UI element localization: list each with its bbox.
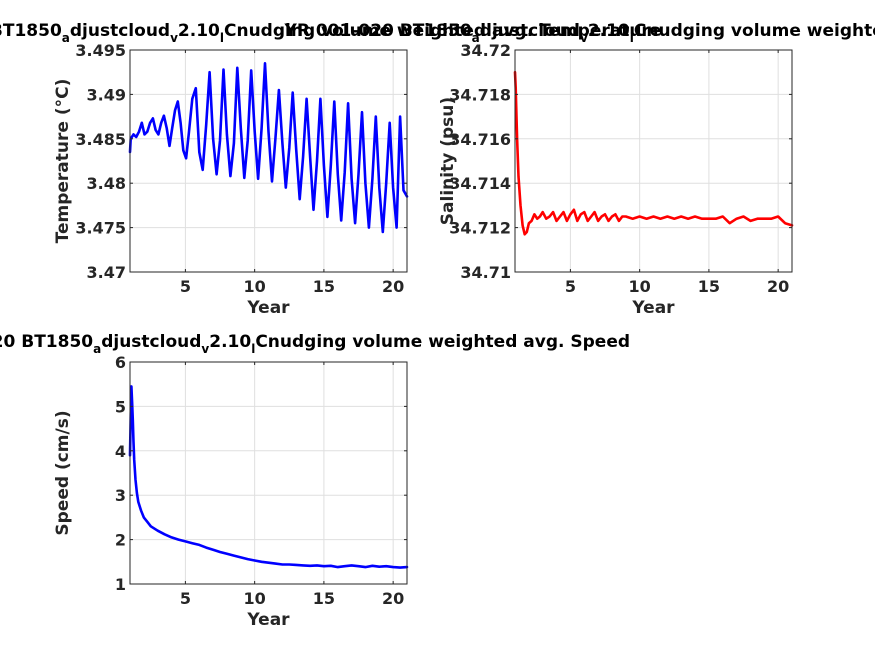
title-subscript: l <box>251 342 255 356</box>
y-tick-label: 3.48 <box>87 174 126 193</box>
chart-title: YR 001-020 BT1850adjustcloudv2.10lCnudgi… <box>0 332 630 356</box>
title-segment: Cnudging volume weighted avg. Salinity <box>634 21 875 41</box>
title-subscript: a <box>472 31 480 45</box>
y-tick-label: 3.495 <box>75 41 126 60</box>
y-tick-label: 5 <box>115 397 126 416</box>
title-subscript: l <box>220 31 224 45</box>
title-subscript: a <box>62 31 70 45</box>
y-tick-label: 34.716 <box>449 130 511 149</box>
chart-3: 5 10 15 20 1 2 3 4 5 6 Year Speed (cm/s) YR 001-020 … <box>0 332 630 630</box>
x-axis-label: Year <box>246 610 290 630</box>
y-tick-label: 3.475 <box>75 219 126 238</box>
series-line <box>128 61 409 234</box>
y-tick-label: 4 <box>115 442 126 461</box>
x-tick-label: 15 <box>313 589 335 608</box>
y-tick-label: 3.49 <box>87 85 126 104</box>
title-segment: djustcloud <box>480 21 580 41</box>
y-axis-label: Speed (cm/s) <box>53 410 73 535</box>
chart-2: 5 10 15 20 34.71 34.712 34.714 34.716 34.718 34.7… <box>284 21 875 318</box>
title-subscript: a <box>93 342 101 356</box>
series-line <box>513 70 794 236</box>
x-tick-label: 20 <box>382 589 404 608</box>
title-subscript: v <box>580 31 588 45</box>
x-tick-label: 20 <box>767 277 789 296</box>
series-line <box>128 385 409 569</box>
axes-box <box>129 361 408 585</box>
title-segment: Cnudging volume weighted avg. Speed <box>255 332 630 352</box>
title-segment: YR 001-020 BT1850 <box>0 332 93 352</box>
axes-box <box>129 49 408 273</box>
x-tick-label: 10 <box>629 277 651 296</box>
y-tick-label: 2 <box>115 531 126 550</box>
title-subscript: v <box>170 31 178 45</box>
y-axis-label: Temperature (°C) <box>53 79 73 244</box>
y-tick-label: 6 <box>115 353 126 372</box>
y-tick-label: 34.714 <box>449 174 511 193</box>
y-tick-label: 1 <box>115 575 126 594</box>
title-segment: Cnudging volume weighted avg. Temperatur… <box>224 21 661 41</box>
title-segment: 2.10 <box>178 21 220 41</box>
x-tick-label: 15 <box>313 277 335 296</box>
title-segment: djustcloud <box>101 332 201 352</box>
axes-box <box>514 49 793 273</box>
x-axis-label: Year <box>631 298 675 318</box>
title-segment: YR 001-020 BT1850 <box>0 21 62 41</box>
title-segment: djustcloud <box>70 21 170 41</box>
chart-1: 5 10 15 20 3.47 3.475 3.48 3.485 3.49 3.495 Year Te… <box>0 21 661 318</box>
title-subscript: l <box>630 31 634 45</box>
y-tick-label: 3.485 <box>75 130 126 149</box>
y-tick-label: 34.712 <box>449 219 511 238</box>
x-axis-label: Year <box>246 298 290 318</box>
plot-area <box>515 50 792 272</box>
chart-title: YR 001-020 BT1850adjustcloudv2.10lCnudgi… <box>284 21 875 45</box>
title-segment: 2.10 <box>209 332 251 352</box>
y-axis-label: Salinity (psu) <box>438 97 458 225</box>
y-tick-label: 34.71 <box>460 263 511 282</box>
title-segment: 2.10 <box>588 21 630 41</box>
x-tick-label: 5 <box>180 589 191 608</box>
x-tick-label: 5 <box>565 277 576 296</box>
chart-title: YR 001-020 BT1850adjustcloudv2.10lCnudgi… <box>0 21 661 45</box>
plot-area <box>130 50 407 272</box>
x-tick-label: 10 <box>244 277 266 296</box>
x-tick-label: 15 <box>698 277 720 296</box>
title-segment: YR 001-020 BT1850 <box>284 21 472 41</box>
x-tick-label: 10 <box>244 589 266 608</box>
x-tick-label: 20 <box>382 277 404 296</box>
y-tick-label: 3.47 <box>87 263 126 282</box>
title-subscript: v <box>201 342 209 356</box>
y-tick-label: 34.72 <box>460 41 511 60</box>
y-tick-label: 3 <box>115 486 126 505</box>
y-tick-label: 34.718 <box>449 85 511 104</box>
x-tick-label: 5 <box>180 277 191 296</box>
plot-area <box>130 362 407 584</box>
